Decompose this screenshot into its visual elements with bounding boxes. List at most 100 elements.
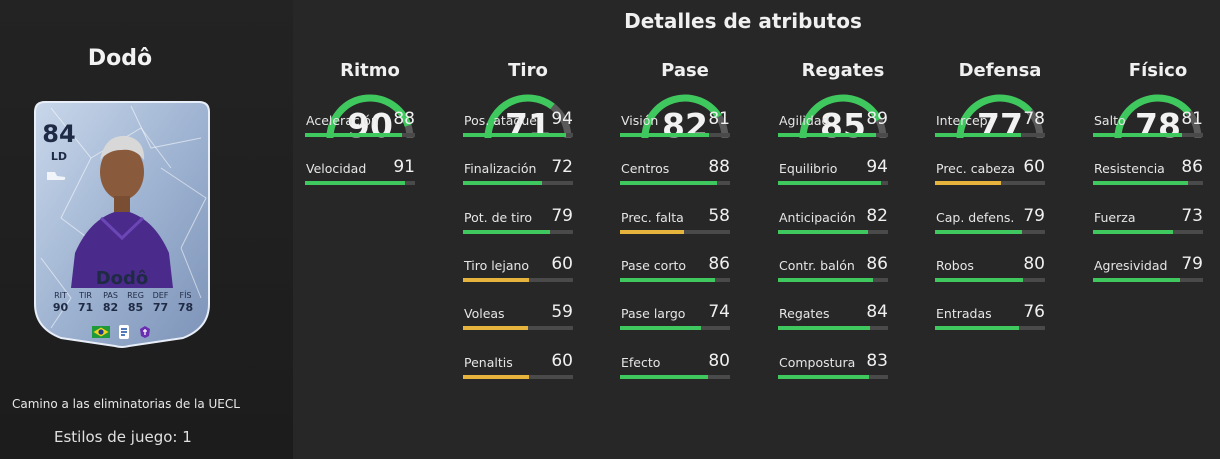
attribute-value: 76 — [1023, 302, 1045, 323]
attribute-bar — [463, 181, 573, 186]
attribute-row: Efecto 80 — [620, 351, 730, 385]
attribute-bar — [935, 133, 1045, 137]
player-card[interactable]: 84 LD Dodô RIT 90 TIR 71 PAS 82 REG 85 DEF 77… — [31, 98, 213, 348]
card-stat: DEF 77 — [152, 291, 169, 314]
attribute-row: Velocidad 91 — [305, 157, 415, 191]
attribute-bar-fill — [620, 229, 684, 234]
attribute-bar — [778, 277, 888, 282]
attribute-value: 59 — [551, 302, 573, 323]
attribute-bar-fill — [935, 229, 1022, 234]
attribute-bar — [620, 374, 730, 379]
attribute-row: Penaltis 60 — [463, 351, 573, 385]
attribute-row: Centros 88 — [620, 157, 730, 191]
attribute-value: 88 — [393, 109, 415, 129]
attribute-value: 79 — [551, 205, 573, 226]
attribute-row: Pot. de tiro 79 — [463, 206, 573, 240]
attribute-label: Anticipación — [779, 209, 856, 225]
attribute-bar — [463, 277, 573, 282]
attribute-value: 83 — [866, 350, 888, 371]
attribute-label: Finalización — [464, 161, 537, 177]
attribute-bar-fill — [778, 181, 882, 186]
attribute-bar — [463, 326, 573, 331]
attribute-label: Pase largo — [621, 306, 686, 322]
attribute-value: 82 — [866, 205, 888, 226]
attribute-row: Prec. cabeza 60 — [935, 157, 1045, 191]
attribute-label: Pot. de tiro — [464, 209, 533, 225]
attribute-label: Resistencia — [1094, 161, 1165, 177]
attribute-bar-fill — [1093, 277, 1180, 282]
attribute-bar-fill — [620, 181, 717, 186]
category-title: Pase — [661, 60, 709, 81]
attribute-label: Tiro lejano — [464, 257, 530, 273]
attribute-bar-fill — [935, 277, 1023, 282]
boot-icon — [47, 172, 66, 180]
attribute-bar-fill — [620, 277, 715, 282]
attribute-bar — [935, 326, 1045, 331]
category-value: 71 — [505, 106, 551, 145]
attribute-value: 86 — [708, 253, 730, 274]
category-value: 90 — [347, 106, 393, 145]
attribute-bar-fill — [778, 374, 870, 379]
gauge-arc — [484, 94, 572, 139]
attribute-value: 94 — [866, 157, 888, 178]
attribute-label: Prec. cabeza — [936, 161, 1016, 177]
attribute-label: Entradas — [936, 306, 992, 322]
attribute-bar-fill — [1093, 133, 1183, 137]
attribute-value: 72 — [551, 157, 573, 178]
attribute-bar — [1093, 133, 1203, 137]
category-title: Defensa — [958, 60, 1042, 81]
attribute-row: Pase largo 74 — [620, 302, 730, 336]
attribute-row: Pase corto 86 — [620, 254, 730, 288]
attribute-label: Agresividad — [1094, 257, 1168, 273]
attribute-bar — [620, 181, 730, 186]
attribute-value: 60 — [1023, 157, 1045, 178]
attribute-label: Velocidad — [306, 161, 367, 177]
attribute-row: Tiro lejano 60 — [463, 254, 573, 288]
attributes-panel: Detalles de atributos Ritmo 90 Aceleración… — [293, 0, 1220, 459]
attribute-bar-fill — [778, 229, 869, 234]
player-name: Dodô — [87, 46, 153, 71]
card-badges — [31, 324, 213, 340]
attribute-row: Finalización 72 — [463, 157, 573, 191]
attribute-bar-fill — [305, 181, 406, 186]
attribute-bar — [463, 133, 573, 137]
attribute-value: 79 — [1023, 205, 1045, 226]
attribute-bar — [1093, 229, 1203, 234]
attribute-label: Equilibrio — [779, 161, 838, 177]
attribute-bar — [620, 229, 730, 234]
attribute-value: 88 — [708, 157, 730, 178]
attribute-value: 80 — [708, 350, 730, 371]
attribute-label: Compostura — [779, 354, 856, 370]
card-stat: REG 85 — [127, 291, 144, 314]
attribute-row: Robos 80 — [935, 254, 1045, 288]
attribute-bar-fill — [463, 277, 529, 282]
attribute-bar — [620, 326, 730, 331]
attribute-bar-fill — [1093, 181, 1188, 186]
card-position: LD — [50, 150, 68, 163]
attribute-bar-fill — [463, 133, 567, 137]
attribute-bar-fill — [463, 181, 543, 186]
attribute-row: Intercep. 78 — [935, 109, 1045, 143]
attribute-row: Prec. falta 58 — [620, 206, 730, 240]
attribute-bar-fill — [935, 326, 1019, 331]
category-title: Regates — [801, 60, 885, 81]
attribute-row: Resistencia 86 — [1093, 157, 1203, 191]
playstyles-label[interactable]: Estilos de juego: 1 — [54, 428, 192, 446]
attribute-value: 60 — [551, 350, 573, 371]
attribute-bar — [305, 133, 415, 137]
attribute-bar-fill — [620, 133, 710, 137]
attribute-row: Voleas 59 — [463, 302, 573, 336]
attribute-row: Entradas 76 — [935, 302, 1045, 336]
gauge-arc — [641, 94, 729, 139]
attribute-bar-fill — [463, 374, 529, 379]
attribute-value: 60 — [551, 253, 573, 274]
attribute-bar-fill — [1093, 229, 1174, 234]
attribute-bar — [778, 326, 888, 331]
category-value: 77 — [977, 106, 1023, 145]
attribute-bar — [778, 374, 888, 379]
attribute-label: Penaltis — [464, 354, 513, 370]
details-title: Detalles de atributos — [624, 9, 862, 33]
attribute-row: Agilidad 89 — [778, 109, 888, 143]
attribute-label: Robos — [936, 257, 974, 273]
attribute-label: Agilidad — [779, 113, 830, 128]
